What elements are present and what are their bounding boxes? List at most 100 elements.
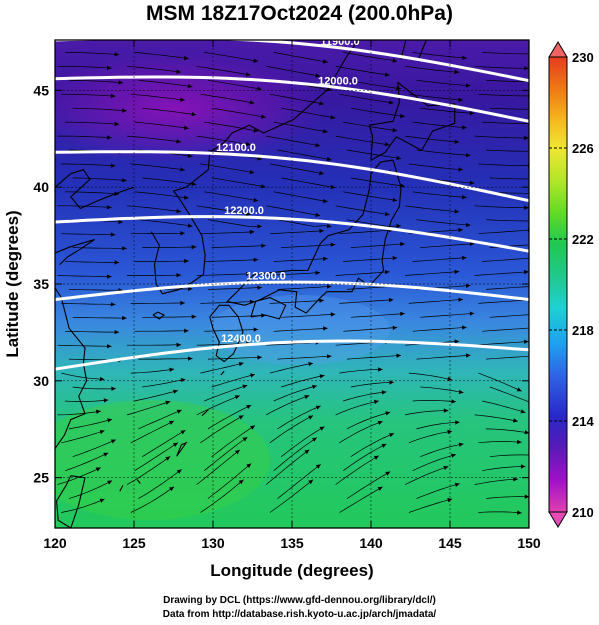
streamline-arrow: [187, 356, 193, 361]
streamline: [281, 426, 325, 457]
streamline-arrow: [319, 374, 325, 379]
streamline-arrow: [458, 297, 463, 302]
streamline: [277, 219, 332, 228]
streamline: [65, 261, 120, 263]
streamline: [273, 191, 328, 203]
x-tick-label: 145: [438, 535, 462, 551]
streamline: [273, 258, 328, 262]
streamline-arrow: [253, 197, 259, 203]
streamline-arrow: [326, 354, 332, 359]
streamline: [339, 486, 383, 513]
streamline: [207, 404, 252, 430]
streamline: [416, 149, 471, 156]
streamline: [211, 107, 266, 118]
streamline-arrow: [388, 100, 394, 105]
streamline-arrow: [454, 69, 460, 75]
coastline-segment: [136, 479, 141, 484]
streamline-arrow: [250, 373, 255, 378]
streamline: [485, 149, 529, 152]
streamline: [211, 425, 256, 457]
streamline-arrow: [465, 353, 471, 358]
colorbar-label: 218: [572, 323, 594, 338]
contour-label: 11900.0: [320, 36, 359, 48]
streamline: [126, 205, 182, 212]
streamline-arrow: [122, 178, 127, 183]
colorbar-label: 226: [572, 141, 594, 156]
streamline: [68, 289, 123, 291]
colorbar-max-arrow: [548, 41, 568, 58]
streamline-arrow: [532, 121, 537, 125]
streamline-arrow: [520, 464, 526, 469]
streamline-arrow: [118, 80, 123, 85]
streamline-arrow: [384, 72, 390, 77]
streamline: [203, 436, 248, 471]
streamline: [61, 93, 116, 97]
x-axis-label: Longitude (degrees): [210, 561, 373, 580]
streamline: [65, 121, 120, 125]
streamline: [68, 418, 113, 430]
streamline: [134, 191, 189, 199]
streamline: [416, 354, 471, 360]
streamline-arrow: [103, 398, 109, 403]
streamline-arrow: [176, 69, 182, 74]
streamline: [489, 314, 529, 318]
streamline: [482, 121, 529, 124]
streamline-arrow: [99, 430, 105, 435]
streamline-arrow: [384, 142, 390, 147]
streamline-arrow: [396, 223, 401, 229]
streamline-arrow: [187, 84, 193, 89]
streamline-arrow: [180, 430, 186, 435]
streamline: [273, 327, 328, 332]
streamline: [196, 273, 251, 276]
streamline-arrow: [465, 83, 471, 88]
streamline-arrow: [234, 449, 240, 455]
streamline-arrow: [257, 285, 262, 290]
streamline: [134, 390, 178, 402]
streamline: [134, 52, 189, 60]
streamline: [420, 443, 464, 458]
streamline: [130, 232, 185, 235]
streamline-arrow: [535, 284, 540, 288]
streamline-arrow: [169, 367, 175, 372]
streamline: [489, 386, 529, 403]
y-tick-label: 25: [33, 470, 49, 486]
streamline: [474, 65, 529, 69]
coastline-segment: [173, 40, 359, 192]
streamline: [404, 466, 449, 485]
streamline: [61, 430, 105, 444]
streamline-arrow: [173, 389, 178, 394]
streamline-arrow: [469, 311, 475, 316]
colorbar-label: 214: [572, 414, 594, 429]
streamline: [61, 233, 116, 236]
streamline-arrow: [253, 128, 259, 133]
streamline-arrow: [516, 387, 522, 392]
streamline-arrow: [114, 52, 120, 57]
streamline-arrow: [373, 455, 379, 460]
streamline-arrow: [326, 284, 332, 289]
streamline: [204, 329, 259, 332]
x-tick-label: 125: [122, 535, 146, 551]
streamline: [61, 372, 105, 380]
streamline-arrow: [106, 135, 112, 140]
streamline: [61, 303, 116, 305]
streamline: [350, 243, 405, 248]
streamline: [204, 384, 248, 402]
streamline-arrow: [118, 219, 123, 224]
streamline: [207, 463, 252, 499]
streamline: [269, 93, 324, 105]
streamline: [485, 219, 529, 222]
streamline-arrow: [245, 211, 251, 216]
streamline-arrow: [392, 325, 398, 330]
streamline: [265, 449, 310, 485]
streamline-arrow: [122, 315, 127, 321]
coastline-segment: [55, 287, 88, 449]
streamline: [138, 79, 193, 88]
streamline-arrow: [242, 437, 248, 442]
streamline-arrow: [392, 197, 398, 202]
streamline: [489, 107, 529, 110]
streamline: [478, 372, 522, 392]
streamline: [420, 243, 475, 248]
streamline-arrow: [451, 399, 456, 404]
streamline: [134, 442, 179, 471]
streamline: [200, 231, 255, 235]
